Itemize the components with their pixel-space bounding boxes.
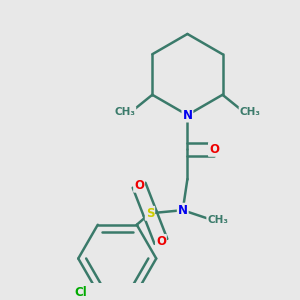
Text: O: O — [134, 179, 144, 192]
Text: CH₃: CH₃ — [239, 107, 260, 117]
Text: CH₃: CH₃ — [207, 214, 228, 224]
Text: Cl: Cl — [74, 286, 87, 299]
Text: N: N — [178, 204, 188, 217]
Text: O: O — [156, 235, 166, 248]
Text: S: S — [146, 207, 154, 220]
Text: N: N — [182, 109, 192, 122]
Text: O: O — [209, 143, 219, 156]
Text: CH₃: CH₃ — [114, 107, 135, 117]
